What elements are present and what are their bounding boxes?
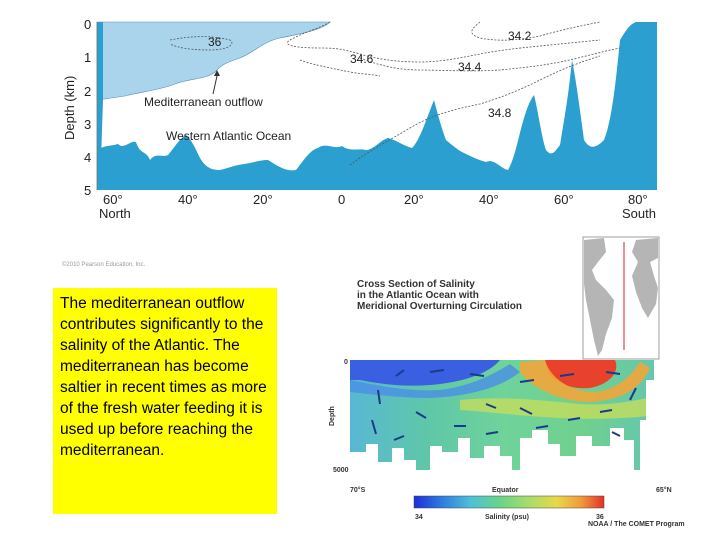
arrow-1 [377,389,381,405]
salinity-depth-diagram: 0 1 2 3 4 5 Depth (km) 60° 40° 20° 0 20°… [62,17,657,221]
arrow-5 [415,411,427,419]
section-salty-north [545,360,617,389]
copyright-text: ©2010 Pearson Education, Inc. [62,262,146,268]
arrow-8 [485,403,497,409]
inset-map-africa-europe [632,238,658,318]
isohaline-34.6 [287,21,601,63]
x-tick-40n: 40° [178,192,198,207]
y-tick-4: 4 [84,150,91,165]
cross-section-title-3: Meridional Overturning Circulation [357,301,522,312]
isohaline-label-34.4: 34.4 [458,60,482,74]
cs-y-tick-5000: 5000 [333,467,349,474]
arrow-16 [559,373,575,377]
cs-y-axis-label: Depth [329,406,336,426]
y-axis-label: Depth (km) [62,76,77,140]
mediterranean-water-mass [96,21,331,101]
arrow-2 [371,419,377,435]
isohaline-label-36: 36 [208,35,222,49]
cs-x-tick-70s: 70°S [350,486,366,494]
y-tick-0: 0 [84,17,91,32]
section-right-cap [660,360,670,470]
arrow-9 [519,407,533,415]
x-tick-60s: 60° [554,192,574,207]
isohaline-label-34.8: 34.8 [488,106,512,120]
arrow-15 [519,379,535,383]
arrow-18 [611,431,621,437]
x-label-north: North [99,206,131,221]
credit-text: NOAA / The COMET Program [588,521,685,528]
western-atlantic-label: Western Atlantic Ocean [166,129,291,143]
isohaline-36 [169,36,233,51]
outflow-arrow [212,75,218,95]
y-tick-5: 5 [84,183,91,198]
isohaline-label-34.2: 34.2 [508,29,532,43]
circulation-arrows [371,369,637,441]
arrow-13 [629,387,637,401]
isohaline-34.4 [359,47,621,72]
isohaline-lower [299,59,381,77]
section-mid-yellow [460,395,660,419]
arrow-3 [395,369,405,377]
isohaline-label-34.6: 34.6 [350,52,374,66]
arrow-7 [485,431,499,435]
x-tick-80s: 80° [628,192,648,207]
cross-section-title-1: Cross Section of Salinity [357,279,475,290]
note-text: The mediterranean outflow contributes si… [60,295,267,459]
arrow-4 [429,369,445,373]
section-fresh-south [350,360,500,386]
y-tick-3: 3 [84,117,91,132]
inset-map-americas [584,238,614,356]
seafloor-profile [97,22,657,190]
arrow-11 [567,417,581,421]
section-seafloor [350,360,660,470]
x-tick-20s: 20° [404,192,424,207]
seafloor-north-shelf [97,22,103,190]
y-tick-1: 1 [84,50,91,65]
note-box: The mediterranean outflow contributes si… [53,288,277,514]
x-tick-0: 0 [338,192,345,207]
arrow-19 [393,435,405,441]
outflow-arrowhead [214,70,220,76]
isohaline-34.8 [349,55,601,166]
arrow-17 [605,371,621,375]
section-fresh-south-light [350,364,520,398]
arrow-12 [599,409,613,413]
cross-section-figure: Cross Section of Salinity in the Atlanti… [329,236,685,528]
cs-x-tick-65n: 65°N [656,486,672,494]
arrow-10 [535,425,549,429]
section-salty-north-orange [520,360,650,402]
x-tick-20n: 20° [253,192,273,207]
colorbar-label: Salinity (psu) [485,514,529,521]
salinity-colorbar [413,495,605,509]
mediterranean-outflow-label: Mediterranean outflow [144,95,263,109]
arrow-14 [469,373,485,377]
y-tick-2: 2 [84,84,91,99]
cs-y-tick-0: 0 [344,359,348,366]
cross-section-title-2: in the Atlantic Ocean with [357,290,479,301]
isohaline-34.2 [471,21,601,41]
x-tick-40s: 40° [479,192,499,207]
x-label-south: South [622,206,656,221]
x-tick-60n: 60° [103,192,123,207]
colorbar-min: 34 [415,514,423,521]
colorbar-max: 36 [596,514,604,521]
cs-x-tick-equator: Equator [492,487,519,494]
